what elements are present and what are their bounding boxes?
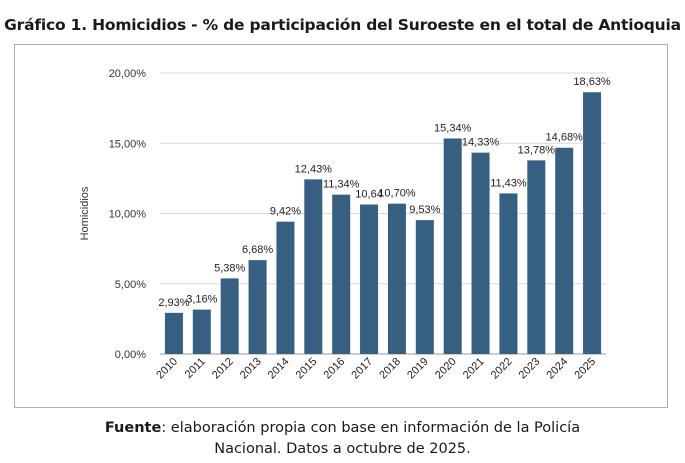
y-tick-label: 5,00% [115,279,146,291]
data-label: 18,63% [573,76,611,88]
x-tick-label: 2021 [461,356,487,382]
x-tick-label: 2022 [489,356,515,382]
bar [387,203,406,354]
bar [192,309,211,354]
data-label: 13,78% [518,144,556,156]
bar [583,92,602,354]
source-caption: Fuente: elaboración propia con base en i… [0,418,685,460]
data-label: 11,34% [323,179,360,191]
data-label: 2,93% [158,297,189,309]
x-tick-label: 2014 [266,356,292,382]
bar [220,278,239,354]
x-tick-label: 2015 [294,356,320,382]
caption-text: : elaboración propia con base en informa… [161,420,581,436]
x-tick-label: 2023 [517,356,543,382]
bar [332,194,351,354]
y-axis-title: Homicidios [79,186,91,240]
data-label: 10,64 [355,189,383,201]
y-tick-label: 20,00% [109,68,147,80]
caption-label: Fuente [104,420,162,436]
bar [276,221,295,354]
caption-text-line2: Nacional. Datos a octubre de 2025. [214,441,471,457]
y-tick-label: 0,00% [115,349,146,361]
bar [555,147,574,354]
chart-frame [14,44,668,408]
bar [499,193,518,354]
data-label: 9,42% [270,206,301,218]
chart-title: Gráfico 1. Homicidios - % de participaci… [4,16,681,34]
bar-chart: 0,00% 5,00% 10,00% 15,00% 20,00% Homicidios 2,… [79,68,611,382]
bar [248,260,267,354]
data-label: 11,43% [490,177,527,189]
x-tick-label: 2013 [238,356,264,382]
data-label: 6,68% [242,244,273,256]
y-tick-label: 15,00% [109,138,147,150]
x-tick-label: 2020 [433,356,459,382]
data-label: 14,68% [546,132,584,144]
bar [360,204,379,354]
x-tick-label: 2024 [545,356,571,382]
data-label: 5,38% [214,262,245,274]
data-label: 10,70% [378,188,416,200]
bar [164,312,183,354]
x-tick-label: 2025 [572,356,598,382]
data-label: 14,33% [462,137,500,149]
y-tick-label: 10,00% [109,209,147,221]
x-tick-label: 2011 [183,356,208,381]
x-tick-label: 2017 [349,356,375,382]
data-label: 3,16% [186,294,217,306]
x-tick-label: 2010 [154,356,180,382]
data-label: 12,43% [295,163,333,175]
bar [471,152,490,354]
x-tick-label: 2018 [377,356,403,382]
data-label: 15,34% [434,122,472,134]
bar [527,160,546,354]
bar [443,138,462,354]
x-tick-label: 2016 [322,356,348,382]
bar [415,220,434,354]
x-tick-label: 2019 [405,356,431,382]
data-label: 9,53% [409,204,440,216]
x-tick-label: 2012 [210,356,236,382]
bar [304,179,323,354]
